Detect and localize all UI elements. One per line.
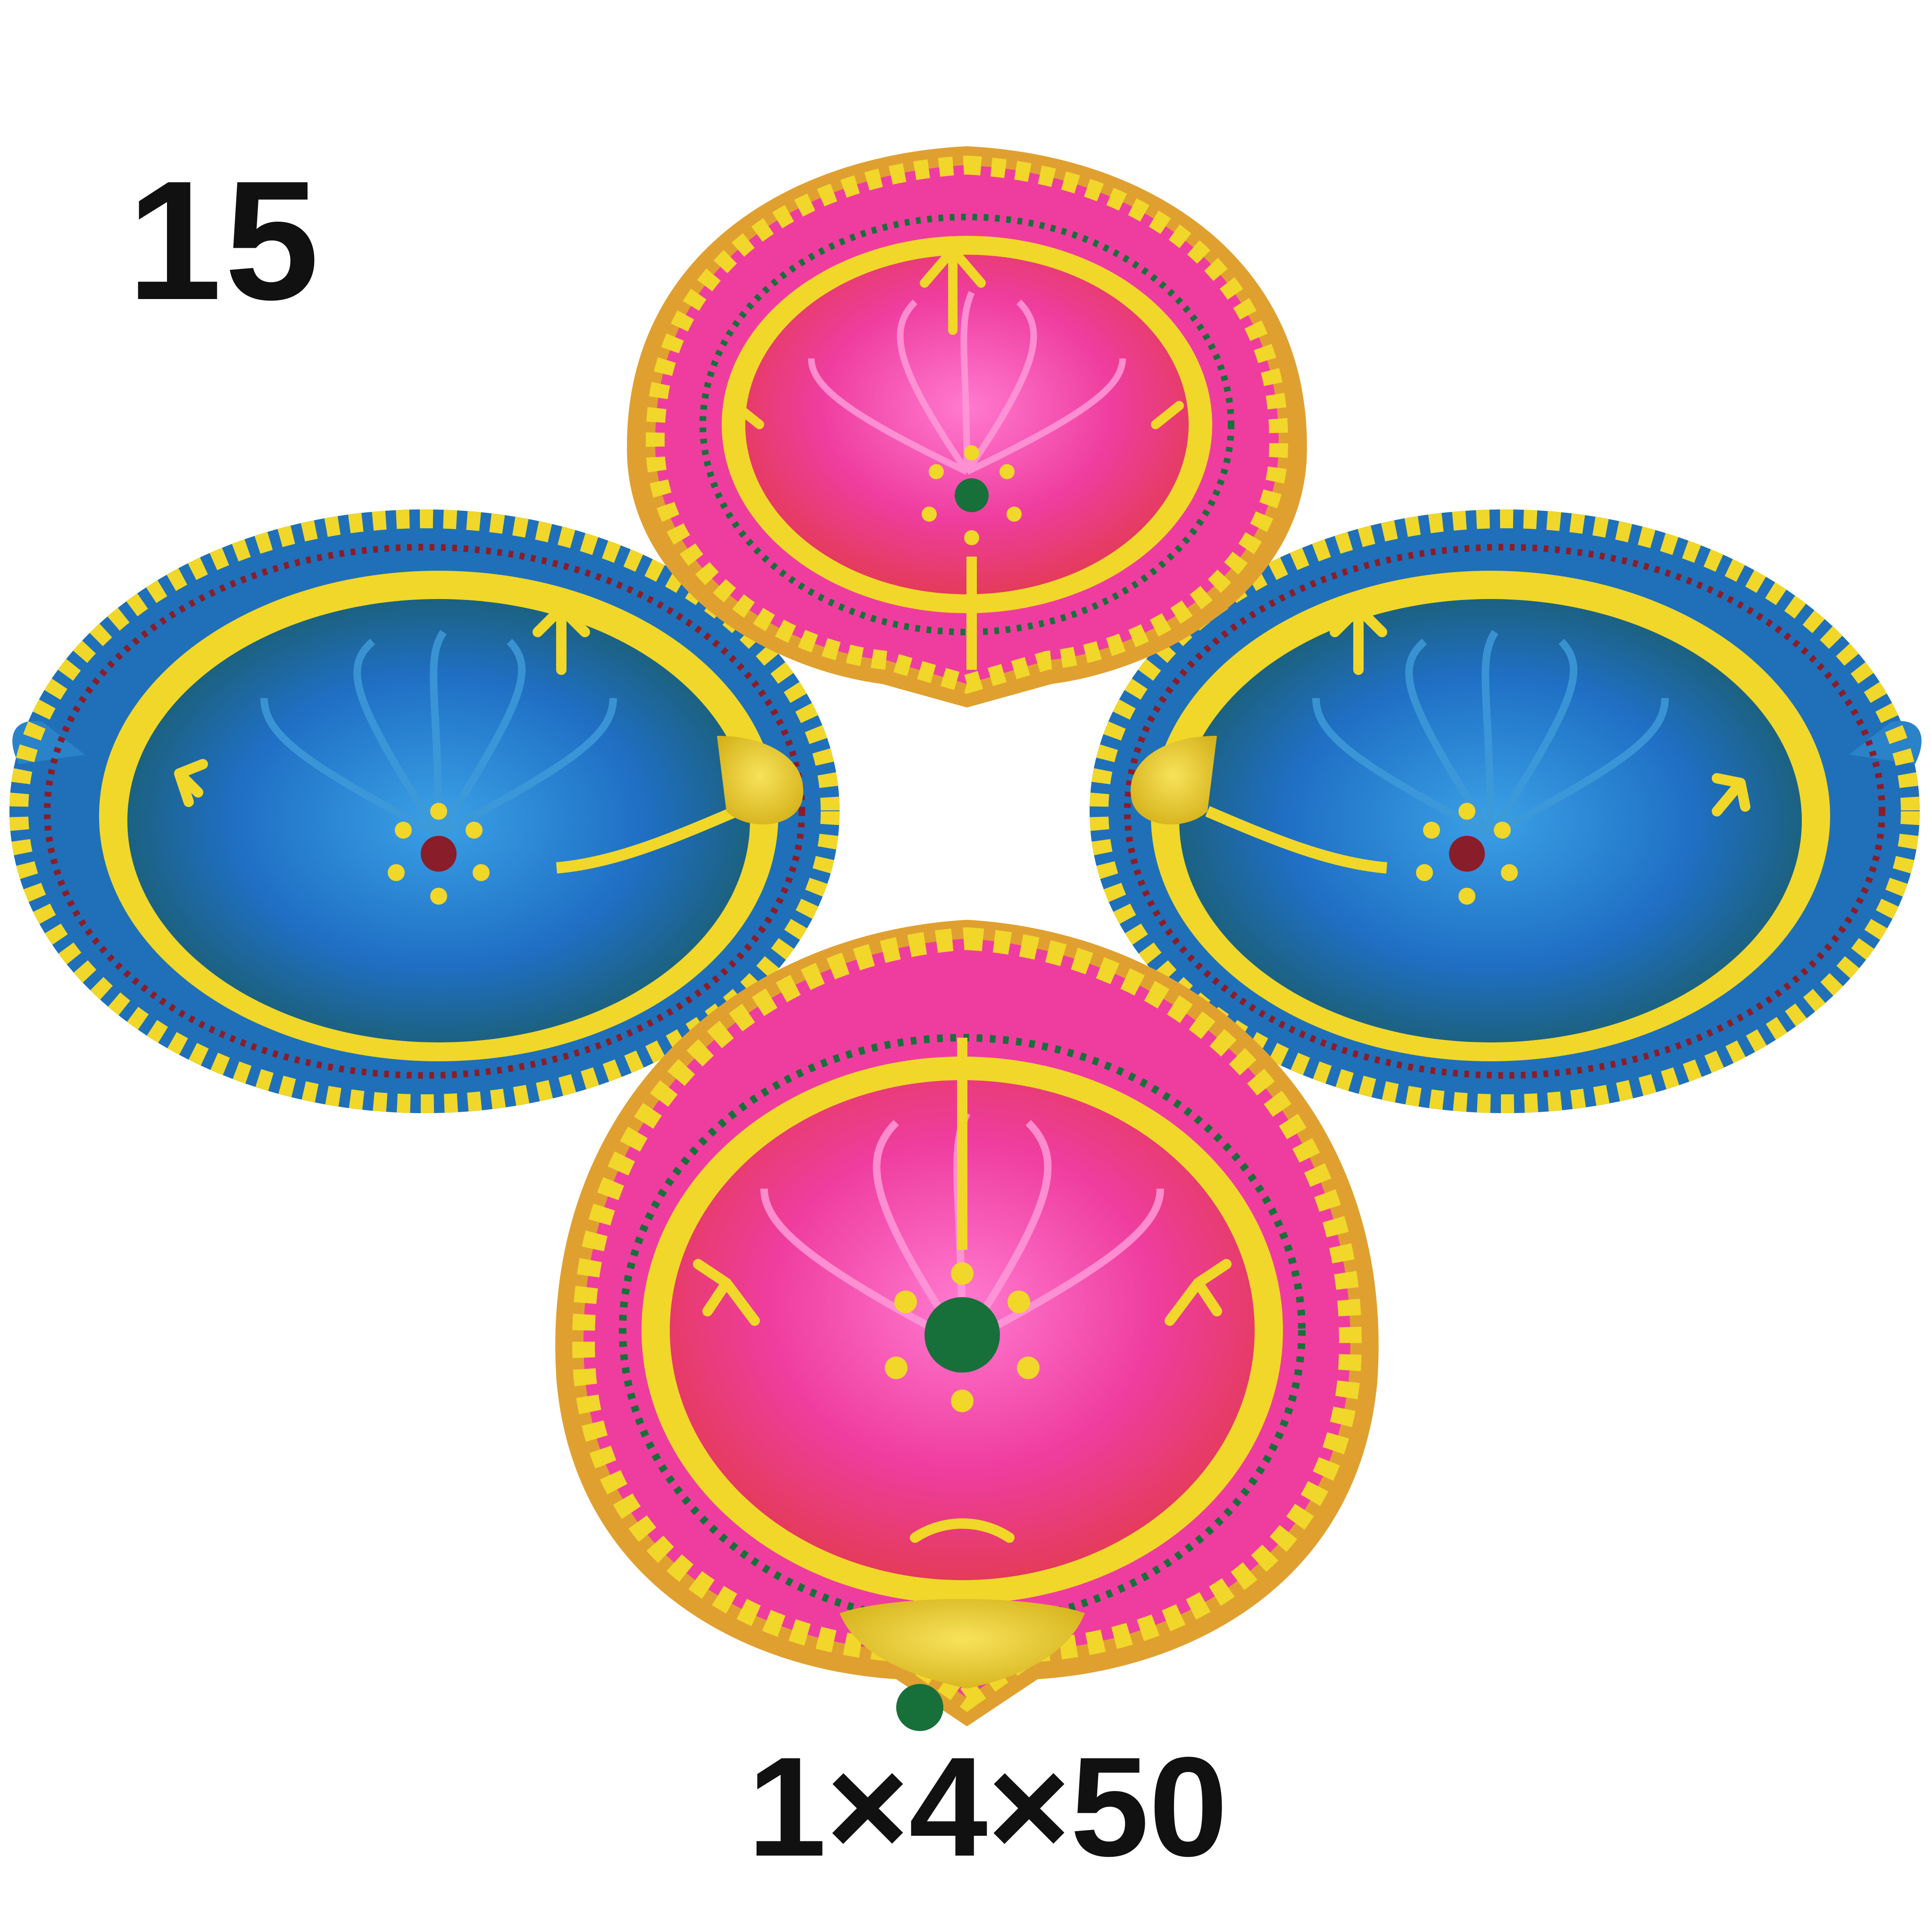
diya-right-blue — [1090, 509, 1922, 1113]
pack-quantity-label: 1×4×50 — [748, 1727, 1228, 1886]
item-number-label: 15 — [127, 146, 322, 335]
diya-top-pink — [627, 146, 1307, 708]
diya-bottom-pink — [555, 920, 1379, 1731]
diya-left-blue — [9, 509, 840, 1113]
